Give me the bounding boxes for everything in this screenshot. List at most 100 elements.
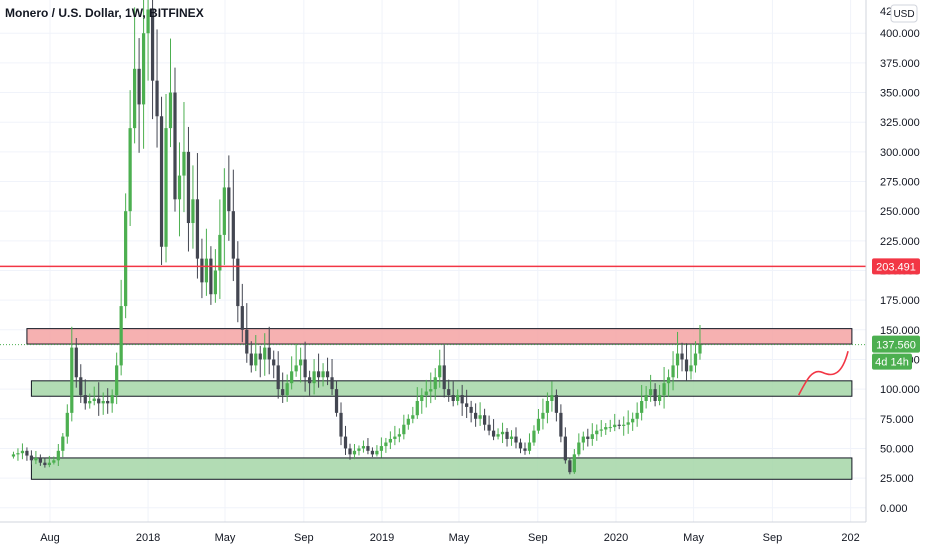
chart-title: Monero / U.S. Dollar, 1W, BITFINEX [5,6,204,20]
y-tick-label: 42 [880,6,892,18]
candle-body [119,306,123,366]
candle-body [65,412,69,437]
candle-body [572,454,576,473]
candle-body [204,258,209,283]
y-tick-label: 25.000 [880,473,914,485]
y-tick-label: 150.000 [880,325,920,337]
x-tick-label: May [449,532,470,544]
candle-body [402,424,406,435]
candle-body [146,9,150,34]
currency-badge[interactable]: USD [890,4,918,23]
candle-body [465,403,469,407]
candle-body [680,353,684,360]
candle-body [509,436,514,439]
candle-body [689,365,693,372]
candle-body [321,371,325,378]
candle-body [88,400,92,404]
candle-body [693,353,698,366]
candle-body [285,383,289,396]
candle-body [518,442,523,449]
candle-body [83,395,87,404]
candle-body [191,199,195,224]
countdown-tag [872,353,912,370]
candle-body [155,80,159,117]
candle-body [590,434,594,439]
candle-body [227,187,231,212]
candle-body [43,462,47,466]
candle-body [16,453,20,455]
candle-body [92,398,96,401]
candle-body [132,68,137,129]
candle-body [106,400,110,404]
price-zones [26,328,853,480]
candle-body [608,427,612,429]
candle-body [384,442,388,447]
candle-body [141,33,146,105]
y-tick-label: 275.000 [880,177,920,189]
candle-body [272,359,276,366]
candle-body [406,418,410,425]
candle-body [532,430,536,443]
x-tick-label: Aug [40,532,60,544]
x-tick-label: Sep [763,532,783,544]
candle-body [334,389,339,413]
candle-body [496,434,500,437]
candle-body [550,395,554,401]
candle-body [47,462,51,466]
candle-body [644,395,648,401]
candle-body [527,442,532,451]
x-tick-label: 2019 [370,532,394,544]
candle-body [164,128,168,247]
y-tick-label: 225.000 [880,236,920,248]
support-zone [30,380,853,397]
y-tick-label: 75.000 [880,414,914,426]
candle-body [173,92,177,200]
candle-body [303,359,307,378]
candle-body [249,353,253,366]
last-price-tag [872,335,920,353]
candle-body [11,454,16,457]
candle-body [397,434,401,437]
candle-body [626,422,630,425]
candle-body [316,371,321,378]
y-tick-label: 0.000 [880,503,908,515]
candle-body [505,431,509,439]
y-tick-label: 400.000 [880,28,920,40]
x-axis: Aug 2018 May Sep 2019 May Sep 2020 May Sep 202 [0,521,866,544]
candle-body [447,389,451,396]
candle-body [325,371,330,378]
candle-body [388,438,392,443]
candle-body [424,391,428,396]
candle-body [649,389,653,396]
candle-body [563,436,567,461]
candle-body [213,270,217,295]
candle-body [604,427,608,430]
candle-body [478,415,482,419]
y-tick-label: 350.000 [880,88,920,100]
candle-body [438,365,442,378]
candle-body [653,389,657,401]
candle-body [343,436,348,449]
candle-body [635,412,639,419]
candle-body [559,412,563,437]
candle-body [357,448,361,451]
candle-body [267,347,271,360]
candle-body [182,151,186,176]
candle-body [411,415,415,419]
y-tick-label: 50.000 [880,443,914,455]
candle-body [159,116,164,247]
candle-body [307,377,312,384]
x-tick-label: Sep [528,532,548,544]
candle-body [577,442,581,455]
candle-body [666,377,671,384]
candle-body [276,365,280,390]
candle-body [258,353,262,360]
resistance-price-tag [872,258,920,275]
x-tick-label: 202 [841,532,859,544]
candle-body [352,450,357,455]
candle-body [52,460,56,463]
annotation-curve [797,350,849,396]
candle-body [236,258,240,307]
candle-body [56,450,60,461]
